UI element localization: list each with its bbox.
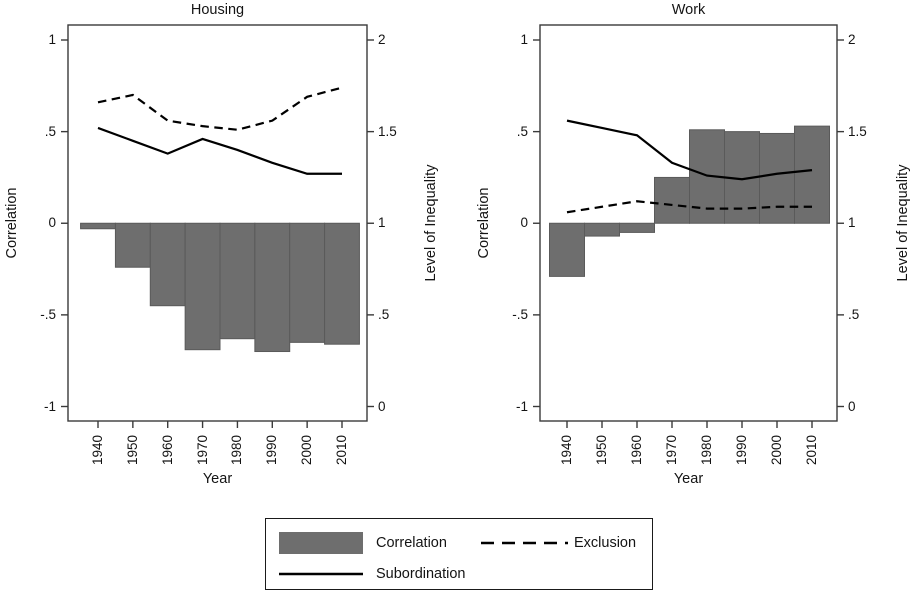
left-axis-tick-label: 1 [520, 32, 528, 47]
right-axis-tick-label: .5 [848, 306, 860, 322]
legend-label-exclusion: Exclusion [574, 535, 637, 551]
right-axis-tick-label: 0 [378, 398, 386, 414]
x-axis-tick-label: 1960 [159, 434, 175, 466]
bar-1970 [654, 176, 690, 224]
x-axis-title-housing: Year [202, 471, 233, 487]
housing-plot-area [61, 24, 374, 428]
left-axis-tick-label: -1 [515, 398, 528, 414]
x-axis-tick-label: 2000 [769, 434, 784, 466]
right-axis-tick-label: 2 [378, 32, 386, 47]
exclusion-line [97, 86, 343, 131]
x-axis-tick-label: 2010 [333, 434, 349, 466]
right-axis-tick-label: 1 [848, 215, 856, 231]
left-axis-tick-label: -.5 [512, 306, 528, 322]
left-axis-tick-label: -1 [43, 398, 56, 414]
left-axis-tick-label: -.5 [40, 306, 56, 322]
panel-title-housing: Housing [190, 2, 245, 18]
legend: Correlation Subordination Exclusion [265, 518, 653, 590]
right-axis-tick-label: 0 [848, 398, 856, 414]
bar-1970 [184, 222, 221, 351]
bar-1940 [549, 222, 585, 277]
legend-correlation-swatch [279, 532, 363, 554]
bar-1990 [254, 222, 291, 353]
left-axis-tick-label: 1 [48, 32, 56, 47]
left-axis-tick-label: 0 [48, 215, 56, 231]
y-axis-title-inequality-housing: Level of Inequality [423, 164, 439, 282]
work-plot-area [533, 24, 844, 428]
panel-title-work: Work [671, 2, 706, 18]
bar-2010 [794, 125, 830, 224]
bar-1940 [80, 222, 116, 230]
x-axis-tick-label: 1980 [229, 434, 245, 466]
legend-label-correlation: Correlation [376, 535, 447, 551]
x-axis-tick-label: 2000 [299, 434, 315, 466]
bar-2010 [324, 222, 360, 345]
subordination-line [97, 126, 342, 175]
bar-1980 [219, 222, 256, 340]
x-axis-tick-label: 1940 [559, 434, 574, 466]
right-axis-tick-label: .5 [378, 306, 390, 322]
right-axis-tick-label: 1.5 [378, 123, 397, 139]
x-axis-title-work: Year [673, 471, 704, 487]
subordination-line [566, 119, 813, 181]
legend-samples [279, 532, 568, 576]
x-axis-tick-label: 1980 [699, 434, 714, 466]
y-axis-title-inequality-work: Level of Inequality [895, 164, 911, 282]
legend-label-subordination: Subordination [376, 566, 466, 582]
x-axis-tick-label: 1950 [594, 434, 609, 466]
x-axis-tick-label: 1960 [629, 434, 644, 466]
bar-1950 [114, 222, 151, 268]
left-axis-tick-label: 0 [520, 215, 528, 231]
x-axis-tick-label: 1970 [194, 434, 210, 466]
bar-1960 [619, 222, 655, 233]
bar-1960 [149, 222, 186, 307]
x-axis-tick-label: 2010 [804, 434, 819, 466]
left-axis-tick-label: .5 [44, 123, 56, 139]
x-axis-tick-label: 1950 [124, 434, 140, 466]
left-axis-tick-label: .5 [516, 123, 528, 139]
x-axis-tick-label: 1990 [264, 434, 280, 466]
bar-2000 [759, 132, 795, 224]
bar-1950 [584, 222, 620, 237]
right-axis-tick-label: 2 [848, 32, 856, 47]
bar-2000 [289, 222, 326, 343]
right-axis-tick-label: 1 [378, 215, 386, 231]
x-axis-tick-label: 1970 [664, 434, 679, 466]
right-axis-tick-label: 1.5 [848, 123, 867, 139]
x-axis-tick-label: 1940 [90, 434, 105, 466]
x-axis-tick-label: 1990 [734, 434, 749, 466]
